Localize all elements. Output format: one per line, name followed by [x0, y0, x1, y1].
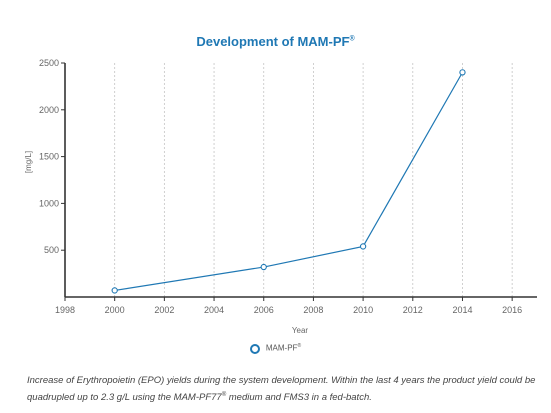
caption-registered-mark: ® [221, 392, 227, 398]
data-point [260, 263, 267, 271]
legend-series-name: MAM-PF [265, 343, 298, 353]
x-tick-label: 2012 [403, 305, 423, 315]
data-point [359, 243, 367, 250]
legend-registered-mark: ® [297, 343, 302, 349]
figure-caption: Increase of Erythropoietin (EPO) yields … [27, 374, 542, 405]
x-axis-label: Year [292, 326, 309, 335]
y-tick-label: 500 [44, 245, 59, 255]
chart-title: Development of MAM-PF® [0, 34, 551, 49]
x-tick-label: 2000 [105, 305, 125, 315]
caption-text-part1: Increase of Erythropoietin (EPO) yields … [27, 375, 536, 404]
caption-text-part2: medium and FMS3 in a fed-batch. [226, 392, 372, 404]
y-axis-label: [mg/L] [24, 151, 33, 173]
x-tick-label: 2006 [254, 305, 274, 315]
x-tick-label: 2004 [204, 305, 224, 315]
y-axis-ticks: 500 1000 1500 2000 2500 [39, 58, 65, 255]
x-tick-label: 2014 [452, 305, 472, 315]
x-tick-label: 2016 [502, 305, 522, 315]
y-tick-label: 1500 [39, 152, 59, 162]
vertical-gridlines [114, 63, 513, 297]
chart-legend: MAM-PF® [0, 343, 551, 354]
data-point [459, 69, 466, 76]
y-tick-label: 1000 [39, 198, 59, 208]
x-tick-label: 2010 [353, 305, 373, 315]
data-point [111, 287, 118, 294]
chart-title-text: Development of MAM-PF [196, 34, 350, 49]
chart-title-registered-mark: ® [349, 35, 355, 43]
series-line [114, 72, 463, 292]
y-tick-label: 2000 [39, 105, 59, 115]
x-tick-label: 2002 [154, 305, 174, 315]
series-group [111, 69, 466, 294]
x-tick-label: 1998 [55, 305, 75, 315]
y-tick-label: 2500 [39, 58, 59, 68]
x-axis-ticks: 1998 2000 2002 2004 2006 2008 2010 2012 2014 2016 [55, 297, 522, 315]
legend-marker [249, 343, 260, 354]
x-tick-label: 2008 [303, 305, 323, 315]
chart-axes [64, 63, 537, 298]
